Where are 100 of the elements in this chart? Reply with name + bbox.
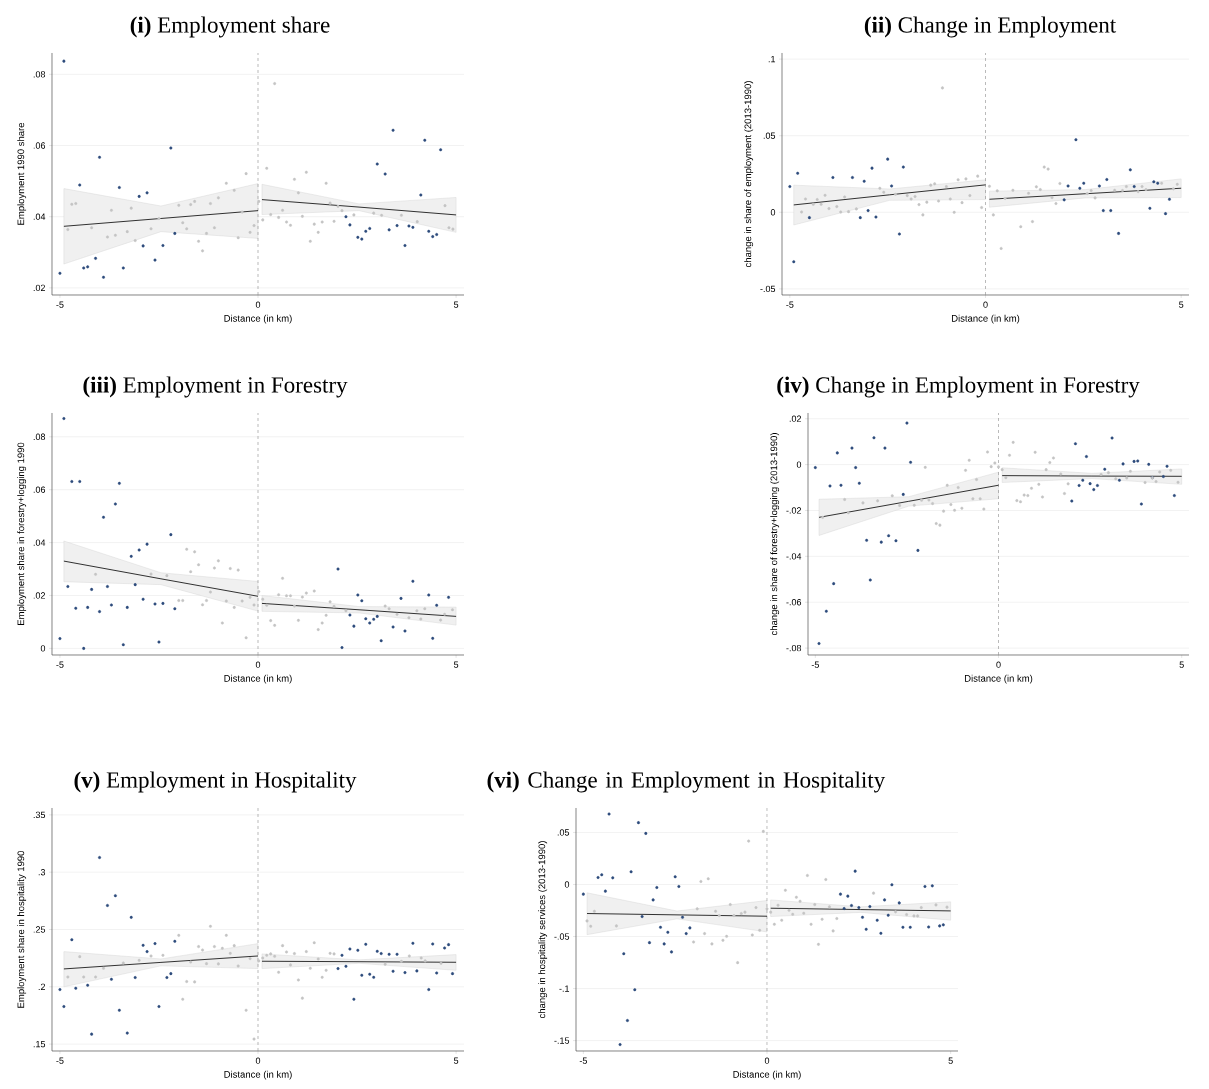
- point: [1132, 185, 1136, 189]
- point: [816, 942, 820, 946]
- point: [714, 909, 718, 913]
- point: [141, 597, 145, 601]
- y-axis-title: Employment share in forestry+logging 1990: [17, 442, 27, 625]
- point: [1128, 469, 1132, 473]
- point: [269, 952, 273, 956]
- point: [145, 191, 149, 195]
- point: [600, 873, 604, 877]
- chart-title: (i) Employment share: [130, 16, 330, 38]
- point: [105, 903, 109, 907]
- chart-title: (iii) Employment in Forestry: [83, 376, 348, 398]
- x-tick-label: 0: [996, 661, 1001, 668]
- x-axis-title: Distance (in km): [224, 314, 292, 324]
- y-tick-label: .1: [768, 56, 776, 63]
- point: [261, 956, 265, 960]
- point: [296, 978, 300, 982]
- point: [953, 508, 957, 512]
- point: [117, 1008, 121, 1012]
- point: [703, 932, 707, 936]
- point: [866, 209, 870, 213]
- point: [98, 610, 102, 614]
- point: [1158, 470, 1162, 474]
- point: [739, 912, 743, 916]
- point: [1066, 482, 1070, 486]
- point: [1011, 440, 1015, 444]
- point: [324, 613, 328, 617]
- x-tick-label: -5: [56, 661, 64, 668]
- point: [344, 609, 348, 613]
- y-axis-title: change in hospitality services (2013-1990): [538, 841, 548, 1019]
- point: [1004, 476, 1008, 480]
- point: [898, 503, 902, 507]
- x-tick-label: -5: [811, 661, 819, 668]
- point: [78, 479, 82, 483]
- point: [312, 589, 316, 593]
- point: [945, 483, 949, 487]
- point: [736, 961, 740, 965]
- point: [1105, 178, 1109, 181]
- point: [927, 925, 931, 929]
- point: [439, 148, 443, 152]
- point: [908, 925, 912, 929]
- y-tick-label: -.05: [760, 285, 776, 293]
- point: [1062, 198, 1066, 202]
- point: [1037, 482, 1041, 486]
- point: [185, 227, 189, 231]
- point: [1139, 502, 1143, 506]
- y-tick-label: .08: [33, 433, 46, 440]
- point: [1136, 459, 1140, 463]
- point: [344, 215, 348, 219]
- point: [281, 944, 285, 948]
- point: [805, 873, 809, 877]
- chart-title: (v) Employment in Hospitality: [74, 771, 357, 793]
- point: [614, 924, 618, 928]
- point: [348, 947, 352, 951]
- point: [788, 185, 792, 189]
- point: [277, 970, 281, 974]
- x-axis-title: Distance (in km): [964, 674, 1033, 684]
- point: [419, 617, 423, 621]
- point: [212, 566, 216, 570]
- point: [360, 973, 364, 977]
- point: [827, 905, 831, 909]
- point: [336, 967, 340, 971]
- point: [141, 244, 145, 248]
- point: [651, 898, 655, 902]
- point: [861, 501, 865, 505]
- point: [336, 204, 340, 208]
- point: [989, 465, 993, 469]
- point: [1022, 493, 1026, 497]
- point: [391, 969, 395, 973]
- point: [699, 879, 703, 883]
- point: [435, 603, 439, 607]
- point: [758, 928, 762, 932]
- point: [1044, 468, 1048, 472]
- point: [228, 567, 232, 571]
- point: [368, 972, 372, 976]
- point: [1008, 453, 1012, 457]
- point: [978, 497, 982, 501]
- point: [352, 213, 356, 217]
- point: [761, 829, 765, 833]
- point: [673, 875, 677, 879]
- point: [324, 181, 328, 185]
- point: [776, 903, 780, 907]
- point: [372, 617, 376, 621]
- point: [1095, 483, 1099, 487]
- point: [886, 157, 890, 161]
- point: [919, 906, 923, 910]
- point: [909, 460, 913, 464]
- point: [876, 499, 880, 503]
- point: [945, 905, 949, 909]
- point: [872, 891, 876, 895]
- point: [244, 172, 248, 176]
- point: [883, 446, 887, 450]
- point: [890, 184, 894, 188]
- point: [62, 417, 66, 421]
- point: [332, 219, 336, 223]
- point: [102, 515, 105, 519]
- point: [70, 202, 74, 206]
- point: [1066, 184, 1070, 188]
- point: [399, 959, 403, 963]
- point: [721, 938, 725, 942]
